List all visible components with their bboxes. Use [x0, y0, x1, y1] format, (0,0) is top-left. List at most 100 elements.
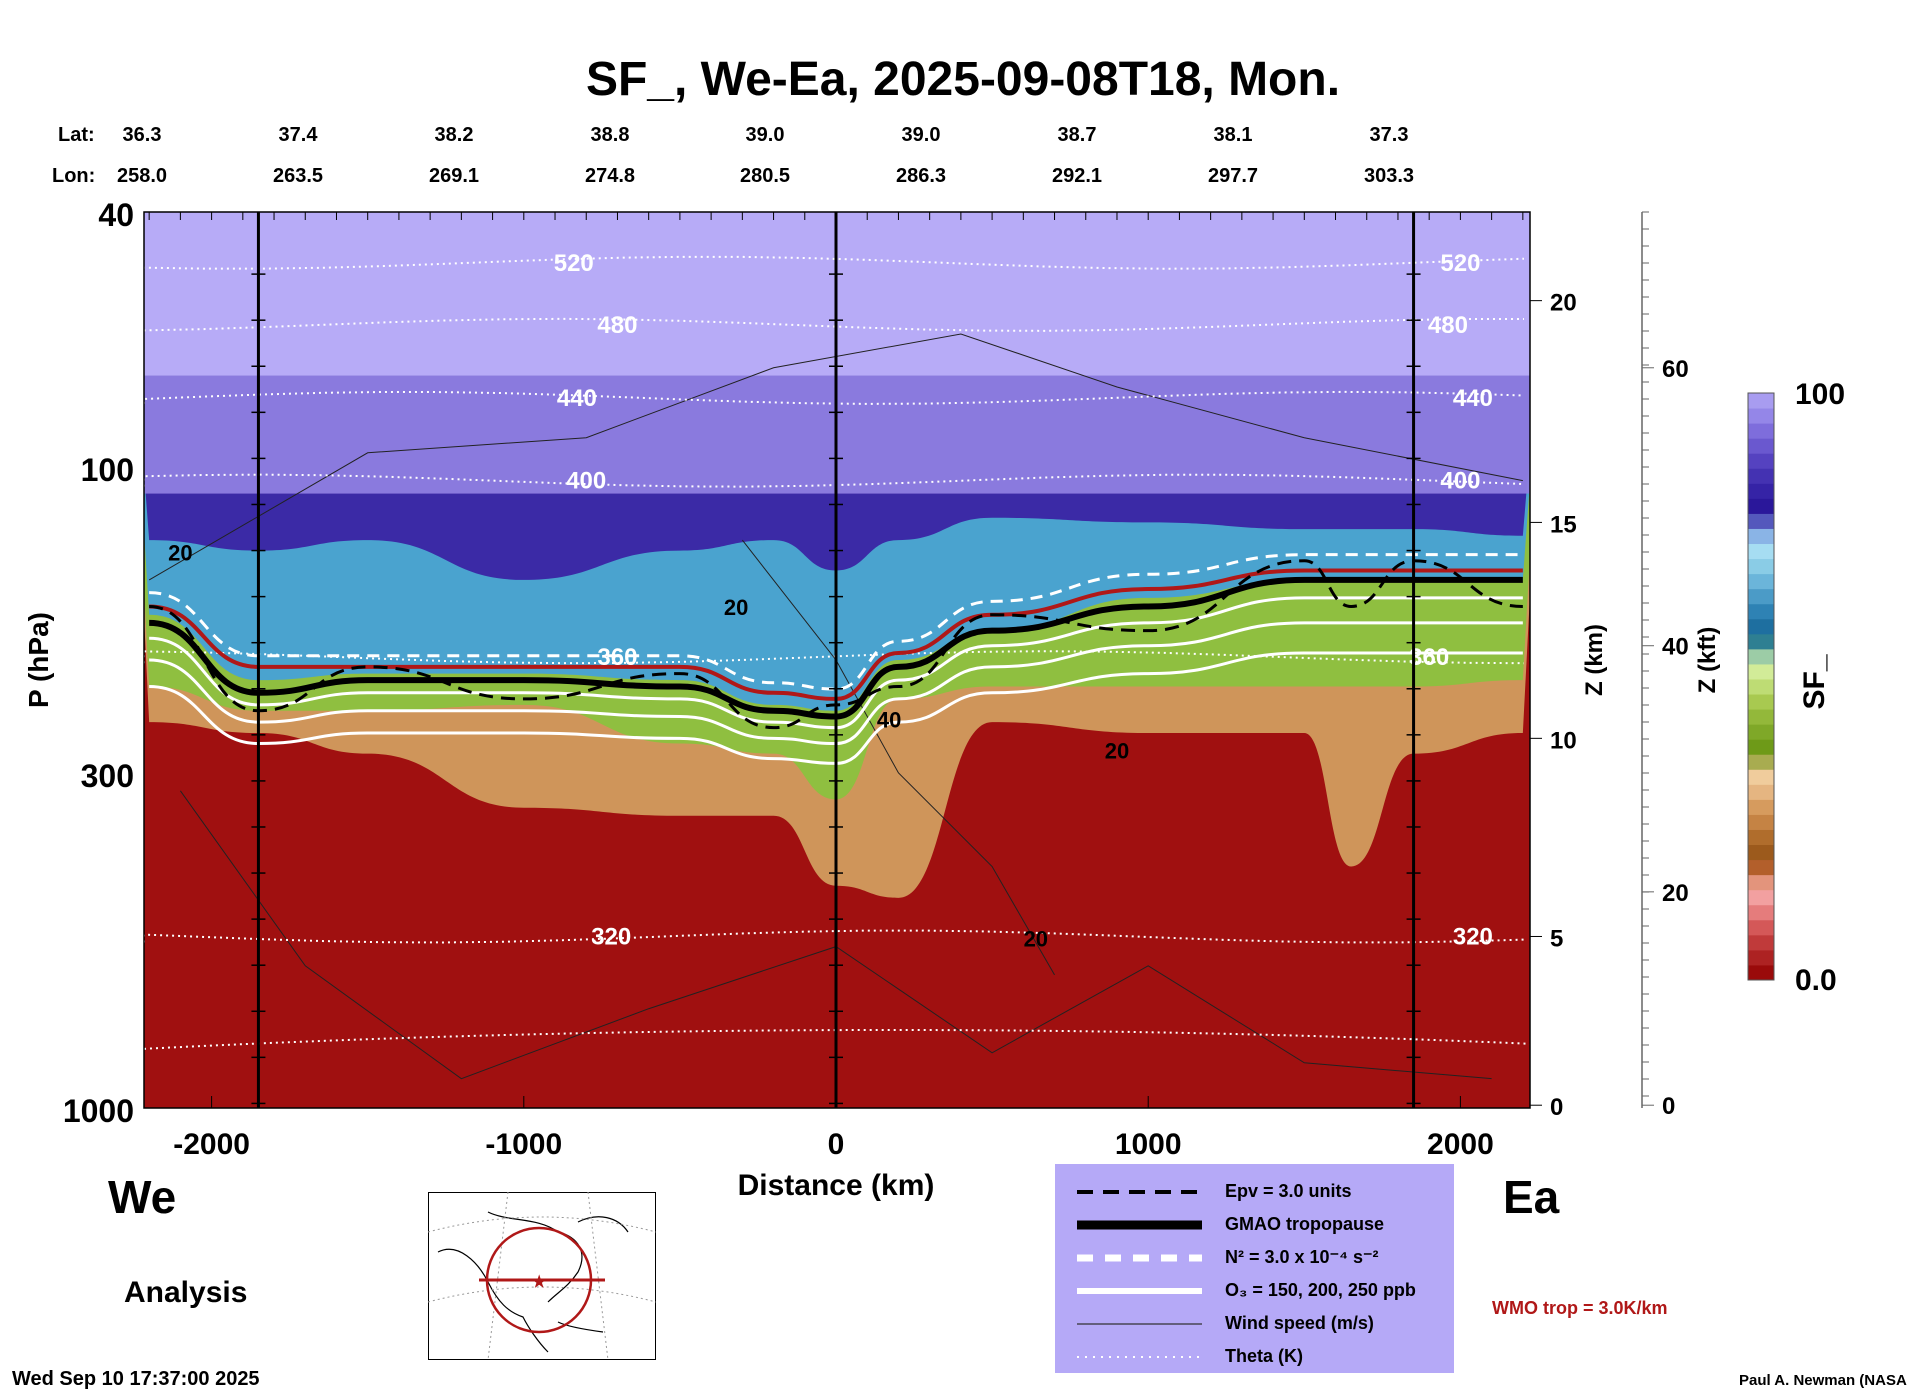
x-tick-label: -1000	[485, 1128, 562, 1161]
colorbar-segment	[1748, 739, 1774, 755]
p-tick-label: 100	[81, 452, 134, 488]
theta-label: 360	[597, 644, 637, 671]
lon-value: 274.8	[584, 165, 636, 187]
east-label: Ea	[1503, 1171, 1560, 1223]
zkm-tick-label: 15	[1550, 511, 1577, 538]
colorbar-segment	[1748, 648, 1774, 665]
colorbar-segment	[1748, 618, 1774, 635]
colorbar-segment	[1748, 633, 1774, 650]
colorbar-segment	[1748, 904, 1774, 921]
lon-value: 269.1	[428, 165, 480, 187]
n2-contour	[149, 553, 1523, 691]
white-thick-line-icon	[1077, 1288, 1202, 1294]
colorbar-segment	[1748, 814, 1774, 830]
wmo-tropopause-line	[149, 568, 1523, 701]
analysis-label: Analysis	[124, 1276, 248, 1309]
lat-value: 37.3	[1369, 124, 1409, 146]
p-tick-label: 1000	[63, 1093, 134, 1129]
lat-value: 38.7	[1057, 124, 1097, 146]
colorbar-segment	[1748, 754, 1774, 770]
black-thick-line-icon	[1077, 1220, 1202, 1230]
theta-label: 480	[597, 312, 637, 339]
x-axis-label: Distance (km)	[738, 1169, 935, 1202]
zkm-tick-label: 10	[1550, 727, 1577, 754]
colorbar-segment	[1748, 709, 1774, 725]
colorbar-segment	[1748, 934, 1774, 951]
colorbar-segment	[1748, 663, 1774, 680]
lon-value: 292.1	[1051, 165, 1103, 187]
lon-value: 263.5	[272, 165, 324, 187]
theta-contour	[144, 650, 1525, 665]
legend-item-label: Theta (K)	[1225, 1346, 1303, 1366]
colorbar-segment	[1748, 438, 1774, 454]
dotted-line-icon	[1077, 1356, 1202, 1358]
colorbar-segment	[1748, 919, 1774, 936]
legend-item-label: O₃ = 150, 200, 250 ppb	[1225, 1280, 1416, 1300]
colorbar-segment	[1748, 859, 1774, 876]
theta-label: 520	[554, 250, 594, 277]
wmo-trop-label: WMO trop = 3.0K/km	[1492, 1298, 1668, 1318]
colorbar-segment	[1748, 528, 1774, 545]
theta-label-right: 360	[1409, 644, 1449, 671]
ozone-contour	[149, 621, 1523, 746]
x-tick-label: -2000	[173, 1128, 250, 1161]
theta-label-right: 320	[1453, 923, 1493, 950]
colorbar-min-label: 0.0	[1795, 964, 1837, 997]
legend-item-label: GMAO tropopause	[1225, 1214, 1385, 1234]
wind-speed-label: 20	[168, 541, 192, 566]
colorbar-segment	[1748, 468, 1774, 484]
colorbar-segment	[1748, 408, 1774, 424]
lat-label: Lat:	[58, 124, 95, 146]
theta-label-right: 480	[1428, 312, 1468, 339]
svg-text:★: ★	[532, 1274, 547, 1291]
gmao-tropopause-line	[149, 576, 1523, 720]
colorbar-segment	[1748, 573, 1774, 590]
lat-value: 37.4	[278, 124, 318, 146]
coastline-icon	[437, 1211, 629, 1353]
lon-value: 297.7	[1207, 165, 1259, 187]
epv-contour	[149, 559, 1523, 730]
colorbar-segment	[1748, 769, 1774, 785]
timestamp: Wed Sep 10 17:37:00 2025	[12, 1368, 260, 1390]
location-map-inset: ★	[428, 1192, 656, 1360]
zkft-tick-label: 60	[1662, 356, 1689, 383]
x-tick-label: 2000	[1427, 1128, 1494, 1161]
colorbar-segment	[1748, 799, 1774, 815]
y-axis-label: P (hPa)	[23, 612, 54, 708]
black-dashed-line-icon	[1077, 1190, 1202, 1194]
lat-value: 38.8	[590, 124, 630, 146]
ozone-contour	[149, 596, 1523, 730]
lon-label: Lon:	[52, 165, 96, 187]
zkm-tick-label: 20	[1550, 290, 1577, 317]
wind-speed-label: 20	[1024, 927, 1048, 952]
colorbar-segment	[1748, 724, 1774, 740]
legend-item: O₃ = 150, 200, 250 ppb	[1055, 1277, 1454, 1305]
colorbar-label: SF_	[1798, 654, 1831, 709]
wind-speed-label: 20	[724, 595, 748, 620]
colorbar-segment	[1748, 393, 1774, 409]
legend-item: Wind speed (m/s)	[1055, 1310, 1454, 1338]
colorbar-segment	[1748, 889, 1774, 906]
legend-item-label: Epv = 3.0 units	[1225, 1181, 1352, 1201]
colorbar-segment	[1748, 423, 1774, 439]
x-tick-label: 1000	[1115, 1128, 1182, 1161]
zkft-tick-label: 0	[1662, 1093, 1675, 1120]
lon-value: 303.3	[1363, 165, 1415, 187]
p-tick-label: 300	[81, 758, 134, 794]
colorbar-segment	[1748, 844, 1774, 861]
wind-speed-contour	[148, 333, 1523, 581]
chart-title: SF_, We-Ea, 2025-09-08T18, Mon.	[585, 53, 1341, 106]
theta-contour	[144, 255, 1525, 270]
lat-value: 39.0	[745, 124, 785, 146]
colorbar-segment	[1748, 453, 1774, 469]
colorbar-segment	[1748, 498, 1774, 514]
colorbar-segment	[1748, 694, 1774, 710]
colorbar-segment	[1748, 964, 1774, 981]
ozone-contour	[149, 651, 1523, 765]
thin-line-line-icon	[1077, 1323, 1202, 1325]
legend: Epv = 3.0 units GMAO tropopause N² = 3.0 x…	[1055, 1164, 1454, 1373]
credit: Paul A. Newman (NASA	[1739, 1372, 1907, 1389]
zkm-tick-label: 5	[1550, 925, 1563, 952]
zkft-axis-label: Z (kft)	[1694, 627, 1721, 694]
